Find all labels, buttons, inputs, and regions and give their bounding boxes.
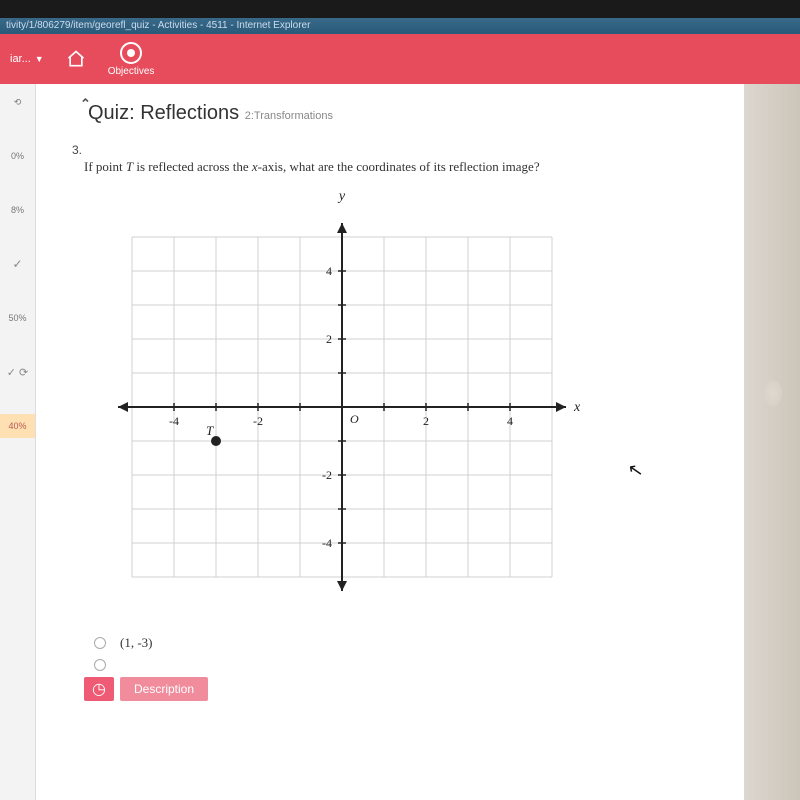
svg-text:T: T [206,423,214,438]
sidebar-item[interactable]: ⟲ [0,90,35,114]
svg-text:-2: -2 [253,414,263,428]
quiz-subtitle: 2:Transformations [245,110,333,122]
answer-label: (1, -3) [120,635,153,651]
sidebar-item[interactable]: 8% [0,198,35,222]
y-axis-label: y [102,189,582,205]
content-area: ⌃ Quiz: Reflections 2:Transformations 3.… [36,84,800,800]
chevron-down-icon: ▼ [35,54,44,64]
radio-icon[interactable] [94,637,106,649]
answer-option-2[interactable] [94,659,778,671]
svg-text:-2: -2 [322,468,332,482]
window-title: tivity/1/806279/item/georefl_quiz - Acti… [0,18,800,34]
svg-text:4: 4 [326,264,332,278]
page-title: Quiz: Reflections 2:Transformations [88,102,778,125]
progress-sidebar: ⟲ 0% 8% ✓ 50% ✓ ⟳ 40% [0,84,36,800]
sidebar-item[interactable]: 0% [0,144,35,168]
chevron-up-icon[interactable]: ⌃ [80,96,91,112]
coordinate-chart: y -4 -2 O 2 4 -4 -2 2 4 x T [102,189,582,607]
app-header: iar... ▼ Objectives [0,34,800,84]
sidebar-item[interactable]: 50% [0,306,35,330]
timer-button[interactable]: ◷ [84,677,114,701]
photo-smudge [764,380,782,406]
course-tab[interactable]: iar... ▼ [10,53,44,65]
question-number: 3. [72,143,778,157]
description-button[interactable]: Description [120,677,208,701]
sidebar-item[interactable]: ✓ ⟳ [0,360,35,384]
home-icon[interactable] [62,45,90,73]
svg-text:-4: -4 [169,414,179,428]
objectives-label: Objectives [108,66,155,77]
svg-text:x: x [573,400,581,415]
svg-text:2: 2 [423,414,429,428]
photo-edge [744,84,800,800]
answer-option-1[interactable]: (1, -3) [94,635,778,651]
sidebar-item[interactable]: ✓ [0,252,35,276]
svg-text:4: 4 [507,414,513,428]
svg-text:O: O [350,412,359,426]
grid-svg: -4 -2 O 2 4 -4 -2 2 4 x T [102,207,582,607]
target-icon [120,42,142,64]
radio-icon[interactable] [94,659,106,671]
quiz-title-text: Quiz: Reflections [88,102,239,124]
question-text: If point T is reflected across the x-axi… [84,159,778,175]
svg-text:2: 2 [326,332,332,346]
objectives-button[interactable]: Objectives [108,42,155,77]
svg-text:-4: -4 [322,536,332,550]
sidebar-item[interactable]: 40% [0,414,35,438]
clock-icon: ◷ [92,679,106,699]
course-tab-label: iar... [10,53,31,65]
